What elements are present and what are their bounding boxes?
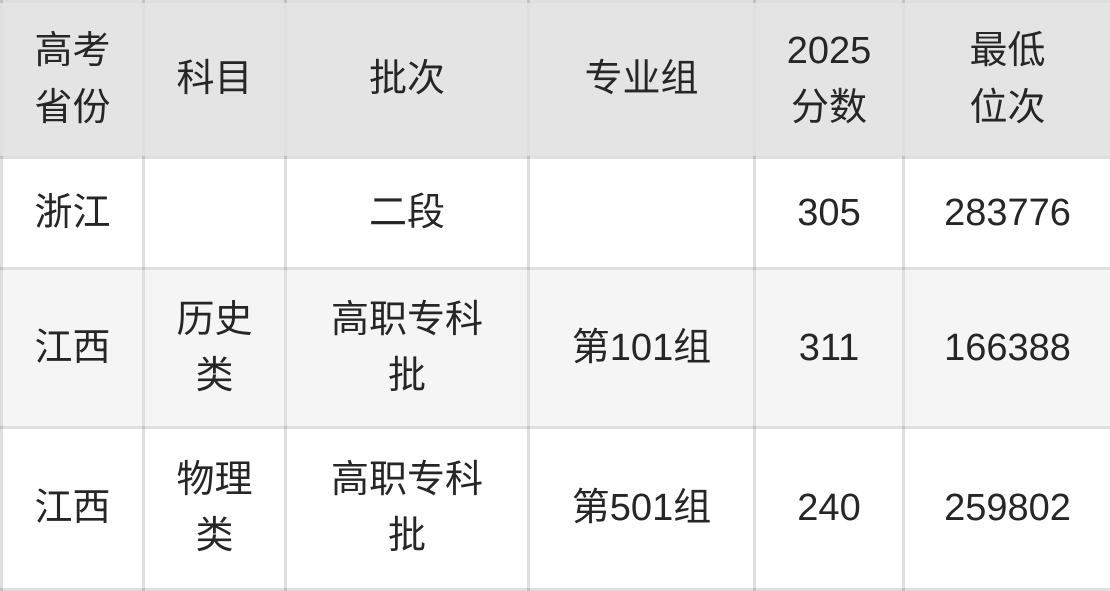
cell-subject <box>142 156 287 270</box>
table-row: 江西 物理 类 高职专科 批 第501组 240 259802 <box>0 425 1110 591</box>
col-header-batch: 批次 <box>284 0 530 159</box>
col-header-min-rank: 最低 位次 <box>902 0 1110 159</box>
cell-batch: 二段 <box>284 156 530 270</box>
cell-subject: 物理 类 <box>142 425 287 591</box>
cell-major-group: 第101组 <box>527 266 756 429</box>
cell-min-rank: 166388 <box>902 266 1110 429</box>
cell-province: 江西 <box>0 425 145 591</box>
table-row: 浙江 二段 305 283776 <box>0 156 1110 270</box>
cell-batch: 高职专科 批 <box>284 425 530 591</box>
cell-score: 311 <box>753 266 905 429</box>
cell-major-group: 第501组 <box>527 425 756 591</box>
cell-min-rank: 259802 <box>902 425 1110 591</box>
cell-score: 240 <box>753 425 905 591</box>
cell-min-rank: 283776 <box>902 156 1110 270</box>
cell-batch: 高职专科 批 <box>284 266 530 429</box>
col-header-province: 高考 省份 <box>0 0 145 159</box>
cell-major-group <box>527 156 756 270</box>
col-header-score-2025: 2025 分数 <box>753 0 905 159</box>
col-header-subject: 科目 <box>142 0 287 159</box>
cell-province: 浙江 <box>0 156 145 270</box>
table-header-row: 高考 省份 科目 批次 专业组 2025 分数 最低 位次 <box>0 0 1110 159</box>
cell-province: 江西 <box>0 266 145 429</box>
table-row: 江西 历史 类 高职专科 批 第101组 311 166388 <box>0 266 1110 429</box>
cell-score: 305 <box>753 156 905 270</box>
col-header-major-group: 专业组 <box>527 0 756 159</box>
cell-subject: 历史 类 <box>142 266 287 429</box>
